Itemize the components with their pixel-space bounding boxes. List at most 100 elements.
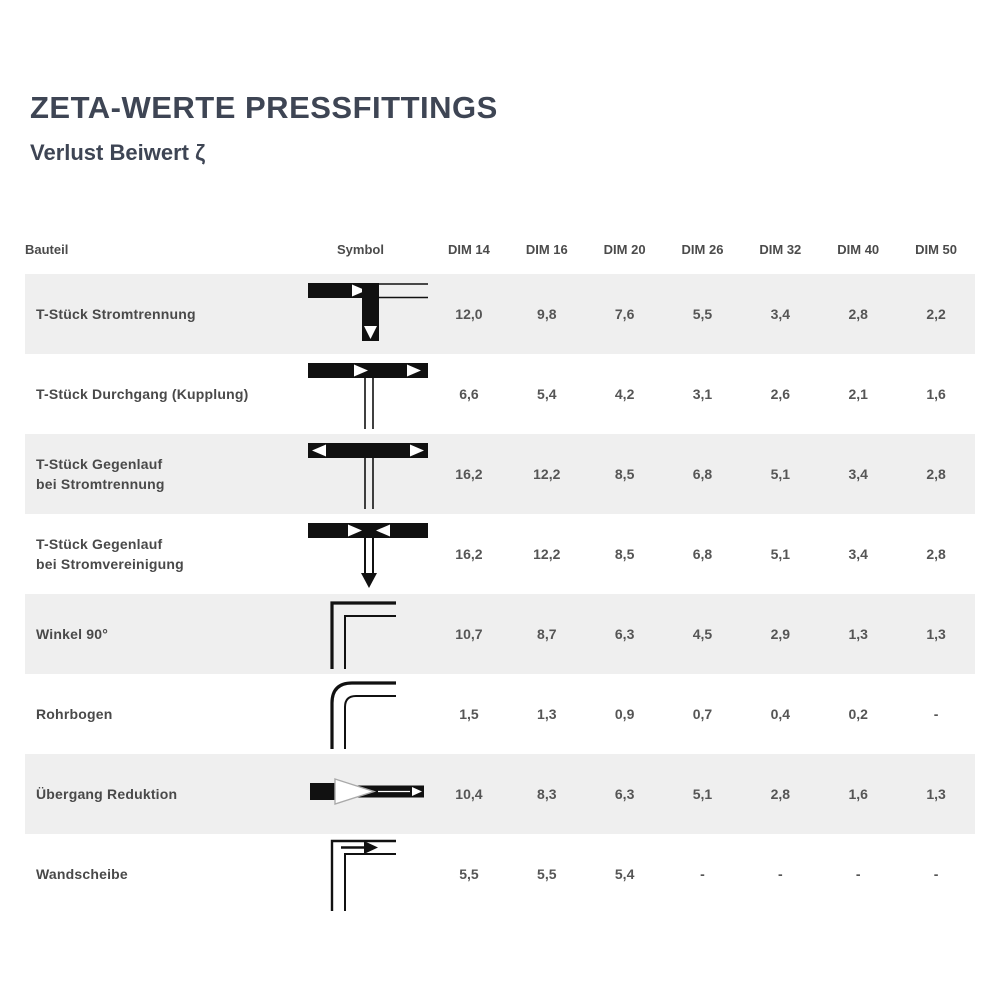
zeta-value-cell: 5,1 xyxy=(692,786,713,802)
zeta-value-cell: 5,5 xyxy=(459,866,479,882)
column-header-dim-20: DIM 20 xyxy=(603,241,646,257)
symbol-cell xyxy=(305,754,430,834)
tee-flow-split-icon xyxy=(307,275,428,353)
zeta-value-cell: 6,3 xyxy=(614,786,635,802)
column-header-bauteil: Bauteil xyxy=(25,241,69,257)
symbol-cell xyxy=(305,354,430,434)
zeta-value-cell: 5,4 xyxy=(537,386,557,402)
zeta-values-table: Bauteil Symbol DIM 14 DIM 16 DIM 20 DIM 26 DIM… xyxy=(25,224,975,914)
component-label: T-Stück Stromtrennung xyxy=(36,305,196,322)
symbol-cell xyxy=(305,434,430,514)
zeta-value-cell: 9,8 xyxy=(537,306,557,322)
tee-counterflow-split-icon xyxy=(307,435,428,513)
zeta-value-cell: 5,1 xyxy=(770,546,791,562)
zeta-value-cell: 3,4 xyxy=(848,466,868,482)
zeta-value-cell: 2,8 xyxy=(848,306,868,322)
zeta-value-cell: 16,2 xyxy=(455,546,483,562)
table-row: Winkel 90° 10,7 8,7 6,3 4,5 2,9 1,3 1,3 xyxy=(25,594,975,674)
table-header-row: Bauteil Symbol DIM 14 DIM 16 DIM 20 DIM 26 DIM… xyxy=(25,224,975,274)
column-header-dim-50: DIM 50 xyxy=(915,241,958,257)
zeta-value-cell: 1,5 xyxy=(459,706,479,722)
pipe-bend-icon xyxy=(308,675,428,753)
zeta-value-cell: 0,9 xyxy=(614,706,635,722)
column-header-symbol: Symbol xyxy=(337,241,384,257)
column-header-dim-40: DIM 40 xyxy=(837,241,880,257)
component-label: T-Stück Durchgang (Kupplung) xyxy=(36,385,249,402)
page-subtitle: Verlust Beiwert ζ xyxy=(30,140,206,165)
table-row: T-Stück Stromtrennung 12,0 9,8 7,6 5,5 3,4 2,8… xyxy=(25,274,975,354)
zeta-value-cell: 1,3 xyxy=(926,786,946,802)
zeta-value-cell: 10,4 xyxy=(455,786,483,802)
zeta-value-cell: 3,1 xyxy=(692,386,713,402)
component-label: T-Stück Gegenlauf bei Stromtrennung xyxy=(36,455,165,492)
zeta-value-cell: 2,9 xyxy=(770,626,791,642)
zeta-value-cell: 10,7 xyxy=(455,626,483,642)
symbol-cell xyxy=(305,674,430,754)
zeta-value-cell: 0,2 xyxy=(848,706,868,722)
zeta-value-cell: 12,0 xyxy=(455,306,483,322)
zeta-value-cell: 8,7 xyxy=(537,626,557,642)
page-header: ZETA-WERTE PRESSFITTINGS Verlust Beiwert… xyxy=(0,0,1000,166)
zeta-value-cell: 12,2 xyxy=(533,466,561,482)
symbol-cell xyxy=(305,274,430,354)
table-row: Rohrbogen 1,5 1,3 0,9 0,7 0,4 0,2 - xyxy=(25,674,975,754)
zeta-value-cell: 1,6 xyxy=(926,386,946,402)
zeta-value-cell: 16,2 xyxy=(455,466,483,482)
zeta-value-cell: 8,3 xyxy=(537,786,557,802)
zeta-value-cell: 2,8 xyxy=(926,546,946,562)
symbol-cell xyxy=(305,514,430,594)
elbow-90-icon xyxy=(308,595,428,673)
tee-counterflow-merge-icon xyxy=(307,515,428,593)
zeta-value-cell: 5,1 xyxy=(770,466,791,482)
table-body: T-Stück Stromtrennung 12,0 9,8 7,6 5,5 3,4 2,8… xyxy=(25,274,975,914)
column-header-dim-14: DIM 14 xyxy=(447,241,490,257)
component-label: Winkel 90° xyxy=(36,625,109,642)
zeta-value-cell: 5,4 xyxy=(614,866,635,882)
zeta-value-cell: 5,5 xyxy=(537,866,557,882)
zeta-value-cell: 1,3 xyxy=(926,626,946,642)
zeta-value-cell: 3,4 xyxy=(770,306,791,322)
tee-straight-through-icon xyxy=(307,355,428,433)
symbol-cell xyxy=(305,834,430,914)
component-label: Rohrbogen xyxy=(36,705,113,722)
zeta-value-cell: 0,7 xyxy=(692,706,713,722)
zeta-value-cell: 5,5 xyxy=(692,306,713,322)
table-row: Wandscheibe 5,5 5,5 5,4 - - - - xyxy=(25,834,975,914)
column-header-dim-32: DIM 32 xyxy=(759,241,802,257)
zeta-value-cell: - xyxy=(700,866,705,882)
zeta-value-cell: 6,3 xyxy=(614,626,635,642)
zeta-value-cell: 1,3 xyxy=(848,626,868,642)
zeta-value-cell: - xyxy=(933,706,939,722)
zeta-value-cell: 7,6 xyxy=(614,306,635,322)
zeta-value-cell: 0,4 xyxy=(770,706,791,722)
zeta-value-cell: 6,8 xyxy=(692,466,713,482)
reducer-icon xyxy=(308,755,428,833)
zeta-value-cell: - xyxy=(855,866,861,882)
component-label: Wandscheibe xyxy=(36,865,128,882)
component-label: Übergang Reduktion xyxy=(36,785,178,802)
column-header-dim-26: DIM 26 xyxy=(681,241,724,257)
wall-plate-elbow-icon xyxy=(308,835,428,913)
zeta-value-cell: 1,6 xyxy=(848,786,868,802)
zeta-value-cell: - xyxy=(778,866,783,882)
page-title: ZETA-WERTE PRESSFITTINGS xyxy=(30,90,498,125)
zeta-value-cell: 6,8 xyxy=(692,546,713,562)
zeta-value-cell: - xyxy=(933,866,939,882)
zeta-value-cell: 2,1 xyxy=(848,386,868,402)
zeta-value-cell: 4,5 xyxy=(692,626,713,642)
table-row: Übergang Reduktion 10,4 8,3 6,3 5,1 2,8 1,6 1,3 xyxy=(25,754,975,834)
table-row: T-Stück Durchgang (Kupplung) 6,6 5,4 4,2 3,1… xyxy=(25,354,975,434)
zeta-value-cell: 3,4 xyxy=(848,546,868,562)
zeta-value-cell: 4,2 xyxy=(614,386,635,402)
zeta-value-cell: 6,6 xyxy=(459,386,479,402)
zeta-value-cell: 12,2 xyxy=(533,546,561,562)
zeta-value-cell: 2,2 xyxy=(926,306,946,322)
column-header-dim-16: DIM 16 xyxy=(525,241,568,257)
zeta-value-cell: 1,3 xyxy=(537,706,557,722)
zeta-value-cell: 2,6 xyxy=(770,386,791,402)
zeta-value-cell: 2,8 xyxy=(926,466,946,482)
symbol-cell xyxy=(305,594,430,674)
zeta-value-cell: 2,8 xyxy=(770,786,791,802)
zeta-value-cell: 8,5 xyxy=(614,546,635,562)
